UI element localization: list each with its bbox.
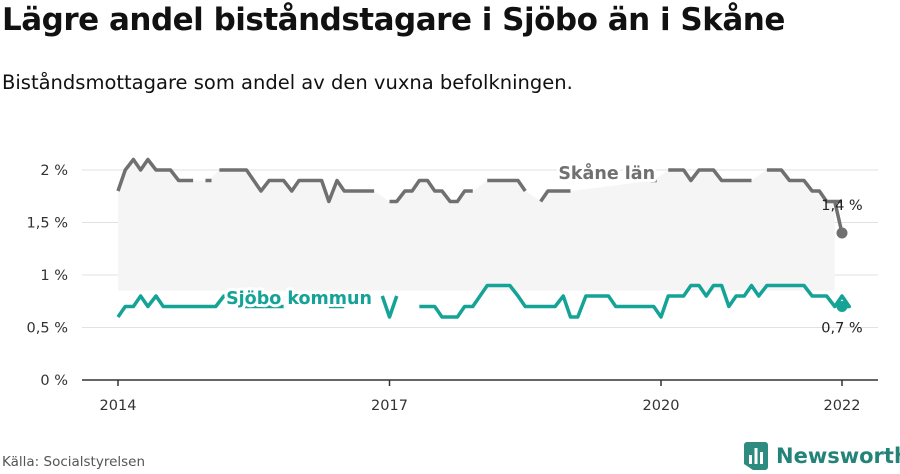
series-line [766, 168, 842, 204]
series-line [419, 283, 851, 319]
series-line [389, 178, 473, 204]
y-tick-label: 0,5 % [27, 321, 68, 337]
series-end-point [836, 301, 848, 312]
series-line [116, 157, 194, 192]
chart-subtitle: Biståndsmottagare som andel av den vuxna… [2, 71, 573, 94]
y-tick-label: 0 % [40, 373, 68, 389]
series-label: Sjöbo kommun [226, 289, 372, 309]
bar-chart-logo-icon [744, 442, 768, 470]
series-end-label: 1,4 % [821, 198, 862, 214]
series-end-point [836, 227, 848, 239]
series-label-halo: Skåne län [558, 162, 655, 184]
series-line [380, 295, 399, 319]
series-end-label: 0,7 % [821, 321, 862, 337]
x-tick-label: 2014 [100, 398, 137, 414]
series-line [539, 189, 571, 203]
y-tick-label: 2 % [40, 163, 68, 179]
series-line [116, 294, 284, 318]
series-line [668, 168, 752, 183]
y-tick-label: 1,5 % [27, 216, 68, 232]
x-tick-label: 2022 [824, 398, 861, 414]
brand-logo: Newsworthy [744, 442, 900, 470]
series-line [487, 178, 527, 192]
x-tick-label: 2017 [371, 398, 408, 414]
source-note: Källa: Socialstyrelsen [2, 454, 146, 470]
series-line [219, 168, 375, 204]
y-tick-label: 1 % [40, 268, 68, 284]
brand-name: Newsworthy [776, 444, 900, 468]
x-tick-label: 2020 [643, 398, 680, 414]
series-band [118, 159, 835, 291]
chart-title: Lägre andel biståndstagare i Sjöbo än i … [2, 2, 785, 38]
series-label-halo: Sjöbo kommun [226, 289, 372, 309]
series-label: Skåne län [558, 162, 655, 184]
